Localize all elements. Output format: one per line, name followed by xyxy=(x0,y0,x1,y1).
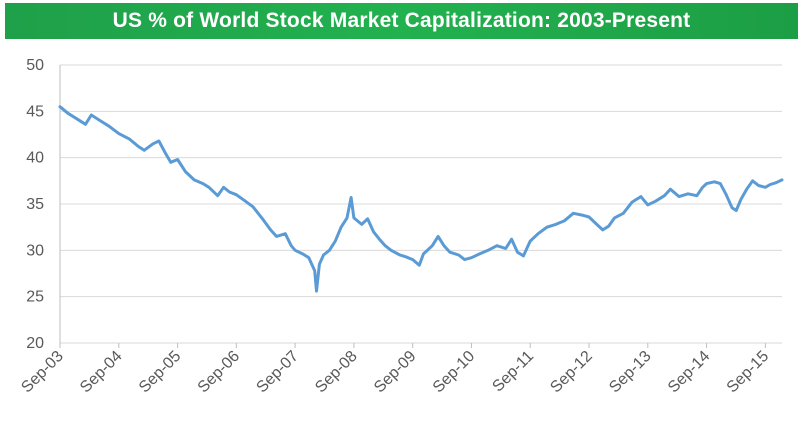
x-tick-label: Sep-06 xyxy=(195,348,244,397)
x-tick-label: Sep-12 xyxy=(547,348,596,397)
x-tick-label: Sep-04 xyxy=(77,348,126,397)
x-tick-label: Sep-07 xyxy=(253,348,302,397)
y-tick-label: 35 xyxy=(26,196,44,213)
x-tick-label: Sep-05 xyxy=(136,348,185,397)
y-tick-label: 20 xyxy=(26,335,44,352)
x-tick-label: Sep-09 xyxy=(371,348,420,397)
title-bar: US % of World Stock Market Capitalizatio… xyxy=(5,3,798,39)
series-line-0 xyxy=(58,105,784,293)
x-axis: Sep-03 Sep-04 Sep-05 Sep-06 Sep-07 Sep-08 Sep-… xyxy=(18,343,772,396)
y-tick-label: 50 xyxy=(26,57,44,74)
x-tick-label: Sep-03 xyxy=(18,348,67,397)
x-tick-label: Sep-11 xyxy=(489,348,537,396)
y-tick-label: 40 xyxy=(26,150,44,167)
gridlines xyxy=(60,64,782,344)
series-layer xyxy=(58,105,784,293)
y-tick-label: 25 xyxy=(26,289,44,306)
y-tick-label: 30 xyxy=(26,242,44,259)
x-tick-label: Sep-14 xyxy=(665,348,714,397)
chart-title: US % of World Stock Market Capitalizatio… xyxy=(112,9,691,32)
x-tick-label: Sep-13 xyxy=(606,348,655,397)
x-tick-label: Sep-10 xyxy=(430,348,479,397)
y-tick-label: 45 xyxy=(26,103,44,120)
y-axis: 20 25 30 35 40 45 50 xyxy=(26,57,61,352)
x-tick-label: Sep-08 xyxy=(312,348,361,397)
x-tick-label: Sep-15 xyxy=(724,348,773,397)
